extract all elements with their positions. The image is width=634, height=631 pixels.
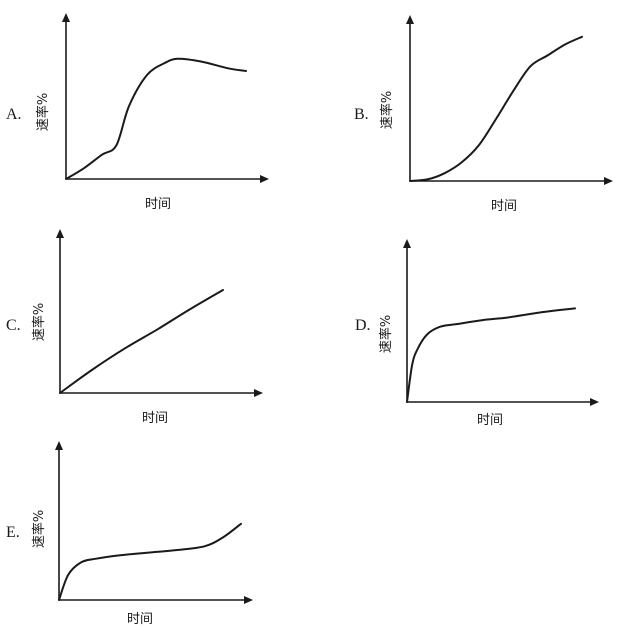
y-axis-arrow [55, 441, 63, 450]
y-axis-label: 速率% [31, 510, 47, 548]
rate-curve-e [58, 522, 242, 601]
panel-label: C. [6, 317, 21, 334]
y-axis-label: 速率% [31, 303, 47, 341]
y-axis-arrow [406, 15, 414, 24]
panel-label: D. [355, 317, 371, 334]
x-axis-label: 时间 [145, 197, 171, 212]
y-axis-arrow [56, 229, 64, 238]
panel-a: A. 速率% 时间 [6, 13, 269, 212]
x-axis-label: 时间 [127, 612, 153, 627]
y-axis-label: 速率% [379, 91, 395, 129]
x-axis-arrow [260, 175, 269, 183]
x-axis-arrow [254, 389, 263, 397]
panel-d: D. 速率% 时间 [355, 239, 599, 428]
x-axis-arrow [244, 596, 253, 604]
panel-e: E. 速率% 时间 [6, 441, 253, 627]
y-axis-label: 速率% [35, 93, 51, 131]
x-axis-arrow [590, 398, 599, 406]
y-axis-label: 速率% [378, 315, 394, 353]
panel-c: C. 速率% 时间 [6, 229, 263, 426]
panel-label: B. [354, 106, 369, 123]
panel-b: B. 速率% 时间 [354, 15, 613, 214]
y-axis-arrow [62, 13, 70, 22]
panel-label: E. [6, 524, 20, 541]
rate-curve-d [406, 307, 576, 403]
x-axis-label: 时间 [491, 199, 517, 214]
x-axis-label: 时间 [142, 411, 168, 426]
x-axis-arrow [604, 177, 613, 185]
rate-curve-a [65, 57, 247, 180]
y-axis-arrow [403, 239, 411, 248]
rate-curve-c [59, 289, 224, 394]
panel-label: A. [6, 106, 22, 123]
x-axis-label: 时间 [477, 413, 503, 428]
rate-curve-b [409, 35, 583, 182]
